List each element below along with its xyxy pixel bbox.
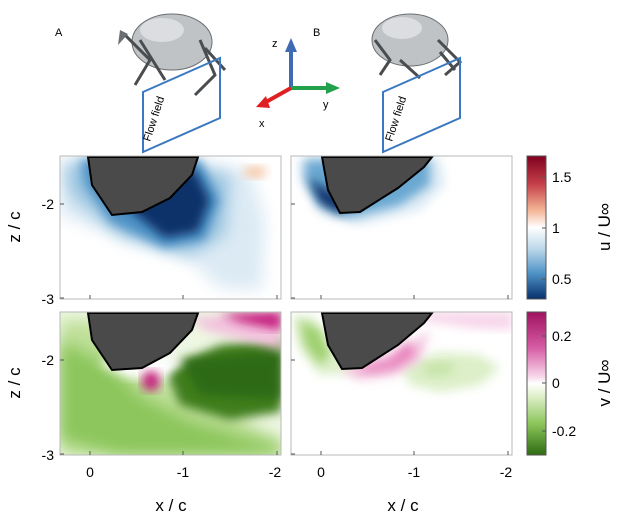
plot-v-right [291,312,512,455]
plot-u-left-frame [59,155,282,300]
insect-illustration-b [371,13,463,80]
colorbar-v-tick-0-2: 0.2 [552,328,572,344]
xlabel-v-right: x / c [387,496,419,515]
ytick-u-left--3: -3 [42,291,55,307]
colorbar-v-tick--0-2: -0.2 [552,423,576,439]
plot-v-left [60,312,281,455]
xtick-v-left-0: 0 [86,464,94,480]
flow-field-frame-b [382,56,461,154]
plot-v-left-frame [59,311,282,456]
colorbar-v-tick-0: 0 [552,375,560,391]
xtick-v-left--2: -2 [269,464,282,480]
colorbar-u-label: u / U∞ [595,203,614,251]
xtick-v-right--1: -1 [408,464,421,480]
xtick-v-right--2: -2 [500,464,513,480]
flow-field-label-a: Flow field [141,95,167,143]
ytick-v-left--3: -3 [42,447,55,463]
xlabel-v-left: x / c [155,496,187,515]
ticks-u-right [291,203,509,299]
colorbar-v-label: v / U∞ [595,359,614,406]
colorbar-u-tick-1: 1 [552,220,560,236]
ylabel-u-left: z / c [5,211,24,243]
xtick-v-left--1: -1 [177,464,190,480]
axis-z-label: z [272,38,278,50]
plot-v-right-frame [290,311,513,456]
ytick-v-left--2: -2 [42,352,55,368]
colorbar-u-tick-1-5: 1.5 [552,169,572,185]
axis-x-label: x [259,118,265,130]
ticks-u-left [60,203,278,299]
ticks-v-right [291,359,509,455]
coordinate-axes-icon [256,38,340,108]
colorbar-v-ticks [542,335,546,432]
panel-label-b: B [313,27,320,39]
plot-u-right [291,156,512,299]
ticks-v-left [60,359,278,455]
plot-u-left [60,156,281,299]
colorbar-u-ticks [542,176,546,280]
xtick-v-right-0: 0 [317,464,325,480]
flow-field-frame-a [142,56,221,154]
ytick-u-left--2: -2 [42,196,55,212]
insect-illustration-a [118,13,227,97]
axis-y-label: y [323,99,329,111]
panel-label-a: A [55,27,63,39]
ylabel-v-left: z / c [5,367,24,399]
plot-u-right-frame [290,155,513,300]
flow-field-label-b: Flow field [383,95,409,143]
colorbar-u-tick-0-5: 0.5 [552,271,572,287]
